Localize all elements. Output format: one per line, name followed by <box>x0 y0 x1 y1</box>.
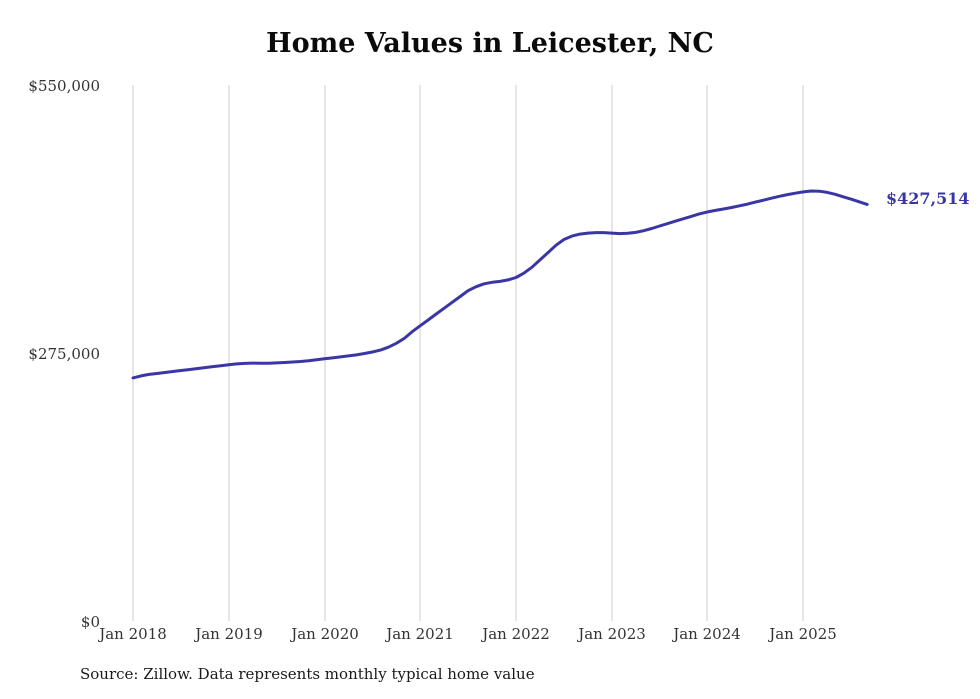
x-axis-label-jan-2019: Jan 2019 <box>195 625 263 643</box>
source-note: Source: Zillow. Data represents monthly … <box>80 665 535 683</box>
home-value-line <box>131 189 869 380</box>
x-axis-label-jan-2018: Jan 2018 <box>99 625 167 643</box>
vertical-gridlines <box>132 85 804 621</box>
series-end-value-label: $427,514 <box>886 189 970 208</box>
x-axis-label-jan-2022: Jan 2022 <box>482 625 550 643</box>
x-axis-label-jan-2023: Jan 2023 <box>578 625 646 643</box>
y-axis-label-0: $0 <box>80 613 100 631</box>
y-axis-label-275000: $275,000 <box>28 345 100 363</box>
chart-title: Home Values in Leicester, NC <box>266 28 714 59</box>
x-axis-label-jan-2024: Jan 2024 <box>673 625 741 643</box>
x-axis-label-jan-2021: Jan 2021 <box>386 625 454 643</box>
x-axis-label-jan-2020: Jan 2020 <box>291 625 359 643</box>
y-axis-label-550000: $550,000 <box>28 77 100 95</box>
x-axis-label-jan-2025: Jan 2025 <box>769 625 837 643</box>
